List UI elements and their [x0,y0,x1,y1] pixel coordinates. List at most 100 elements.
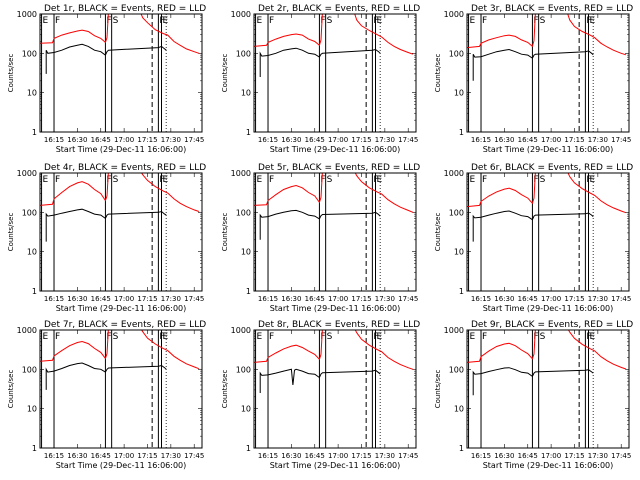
x-tick-label: 17:45 [398,452,418,460]
x-axis-label: Start Time (29-Dec-11 16:06:00) [270,145,401,154]
y-tick-label: 10 [27,405,37,414]
x-tick-label: 17:15 [137,295,157,303]
events-series-line [259,368,381,393]
y-axis-label: Counts/sec [434,213,442,252]
lld-series-line [40,14,200,54]
event-marker-label: F [106,175,111,185]
y-tick-label: 1 [246,444,251,453]
event-marker-label: E [257,175,263,185]
event-marker-label: S [327,332,333,342]
x-tick-label: 16:30 [494,295,514,303]
x-tick-label: 16:15 [44,136,64,144]
x-tick-label: 17:00 [541,136,561,144]
event-marker-label: S [327,175,333,185]
event-marker-label: E [470,332,476,342]
x-tick-label: 16:15 [258,452,278,460]
x-tick-label: 16:30 [494,452,514,460]
event-marker-label: E [43,332,49,342]
y-tick-label: 1000 [444,326,464,335]
events-series-line [259,209,381,240]
events-series-line [45,43,167,74]
plot-frame [39,13,203,133]
x-tick-label: 17:45 [611,452,631,460]
event-marker-label: S [113,175,119,185]
lld-series-line [254,14,414,55]
events-series-line [472,48,594,81]
x-tick-label: 17:00 [328,136,348,144]
x-tick-label: 16:15 [471,452,491,460]
x-tick-label: 17:15 [137,136,157,144]
y-tick-label: 10 [241,405,251,414]
event-marker-label: S [327,16,333,26]
panel-6: Det 6r, BLACK = Events, RED = LLD Counts/… [434,163,633,313]
panel-title: Det 2r, BLACK = Events, RED = LLD [258,4,420,14]
x-axis-label: Start Time (29-Dec-11 16:06:00) [56,304,187,313]
x-tick-label: 17:00 [541,452,561,460]
y-tick-label: 1000 [444,169,464,178]
panel-9: Det 9r, BLACK = Events, RED = LLD Counts/… [434,320,633,470]
panel-title: Det 4r, BLACK = Events, RED = LLD [44,163,206,173]
y-tick-label: 1000 [231,169,251,178]
y-axis-label: Counts/sec [434,370,442,409]
event-marker-label: F [55,332,60,342]
event-marker-label: S [540,332,546,342]
y-tick-label: 10 [27,89,37,98]
plot-frame [253,172,417,292]
event-marker-label: F [269,332,274,342]
plot-frame [39,329,203,449]
x-tick-label: 17:45 [184,452,204,460]
event-marker-label: F [482,332,487,342]
panel-title: Det 1r, BLACK = Events, RED = LLD [44,4,206,14]
x-tick-label: 16:45 [305,452,325,460]
x-tick-label: 16:15 [44,295,64,303]
event-marker-label: F [482,16,487,26]
event-marker-label: E [163,332,169,342]
panel-title: Det 8r, BLACK = Events, RED = LLD [258,320,420,330]
x-tick-label: 17:00 [114,295,134,303]
x-tick-label: 17:15 [351,136,371,144]
x-tick-label: 17:00 [114,136,134,144]
event-marker-label: F [482,175,487,185]
event-marker-label: E [257,332,263,342]
x-axis-label: Start Time (29-Dec-11 16:06:00) [483,461,614,470]
x-tick-label: 17:00 [541,295,561,303]
y-tick-label: 1 [32,444,37,453]
event-marker-label: F [320,332,325,342]
x-tick-label: 16:45 [91,295,111,303]
lld-series-line [254,330,414,370]
lld-series-line [40,173,200,212]
panel-5: Det 5r, BLACK = Events, RED = LLD Counts/… [221,163,420,313]
x-tick-label: 17:00 [328,295,348,303]
lld-series-line [467,330,627,370]
x-tick-label: 17:30 [161,136,181,144]
y-axis-label: Counts/sec [221,54,229,93]
event-marker-label: S [540,175,546,185]
x-tick-label: 16:30 [494,136,514,144]
x-tick-label: 17:00 [114,452,134,460]
event-marker-label: F [320,16,325,26]
x-tick-label: 17:45 [398,136,418,144]
panel-7: Det 7r, BLACK = Events, RED = LLD Counts/… [7,320,206,470]
x-tick-label: 17:45 [398,295,418,303]
x-tick-label: 17:15 [564,452,584,460]
x-tick-label: 17:00 [328,452,348,460]
x-tick-label: 16:15 [258,295,278,303]
x-tick-label: 16:30 [281,452,301,460]
plot-frame [466,329,630,449]
y-tick-label: 10 [241,248,251,257]
panel-1: Det 1r, BLACK = Events, RED = LLD Counts/… [7,4,206,154]
y-tick-label: 1000 [231,10,251,19]
event-marker-label: F [533,332,538,342]
y-tick-label: 10 [454,248,464,257]
event-marker-label: S [113,332,119,342]
x-tick-label: 17:30 [375,452,395,460]
y-tick-label: 100 [449,208,464,217]
plot-frame [39,172,203,292]
panel-8: Det 8r, BLACK = Events, RED = LLD Counts/… [221,320,420,470]
y-axis-label: Counts/sec [221,370,229,409]
x-tick-label: 16:30 [67,452,87,460]
event-marker-label: F [320,175,325,185]
event-marker-label: E [377,16,383,26]
x-tick-label: 17:15 [351,452,371,460]
